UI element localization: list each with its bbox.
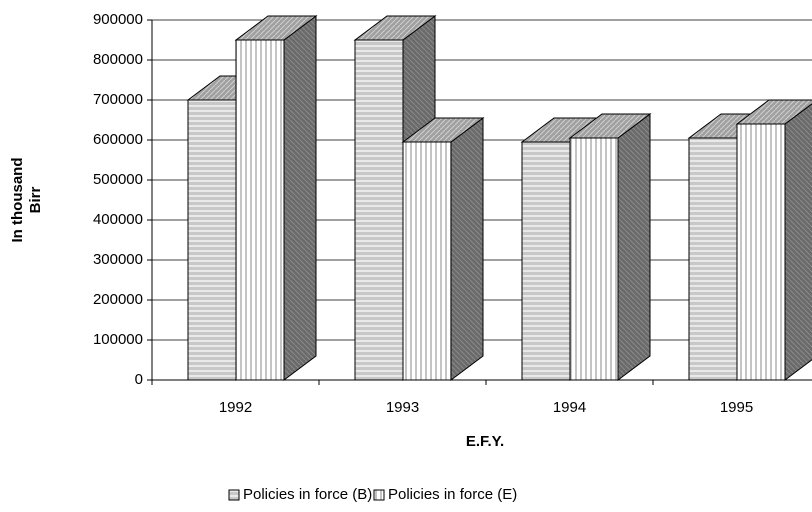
- bar-side: [617, 113, 651, 381]
- y-tick-label: 0: [135, 371, 143, 388]
- bar-front: [187, 99, 237, 381]
- y-tick-label: 300000: [93, 251, 143, 268]
- legend-swatch: [228, 489, 240, 501]
- bar: [401, 117, 485, 381]
- bar: [568, 113, 652, 381]
- y-tick-label: 400000: [93, 211, 143, 228]
- y-axis-label-line: In thousand: [9, 158, 26, 243]
- bar-side: [283, 15, 317, 381]
- bar-front: [235, 39, 285, 381]
- bar-front: [688, 137, 738, 381]
- x-tick-label: 1994: [553, 399, 586, 416]
- y-tick-label: 500000: [93, 171, 143, 188]
- legend-label: Policies in force (E): [388, 486, 517, 503]
- bar-front: [402, 141, 452, 381]
- y-tick-label: 700000: [93, 91, 143, 108]
- bar-front: [736, 123, 786, 381]
- x-tick-label: 1995: [720, 399, 753, 416]
- x-tick-label: 1992: [219, 399, 252, 416]
- bar: [735, 99, 812, 381]
- x-tick-label: 1993: [386, 399, 419, 416]
- y-tick-label: 200000: [93, 291, 143, 308]
- y-tick-label: 600000: [93, 131, 143, 148]
- bar-side: [784, 103, 812, 381]
- y-tick-label: 800000: [93, 51, 143, 68]
- bar-front: [521, 141, 571, 381]
- y-tick-label: 900000: [93, 11, 143, 28]
- legend-swatch: [373, 489, 385, 501]
- bar-side: [450, 117, 484, 381]
- bar-front: [569, 137, 619, 381]
- y-axis-label-line: Birr: [27, 187, 44, 214]
- bar: [234, 15, 318, 381]
- y-axis-label: In thousand Birr: [9, 158, 44, 243]
- x-axis-label: E.F.Y.: [466, 433, 504, 450]
- y-tick-label: 100000: [93, 331, 143, 348]
- legend-label: Policies in force (B): [243, 486, 372, 503]
- bar-front: [354, 39, 404, 381]
